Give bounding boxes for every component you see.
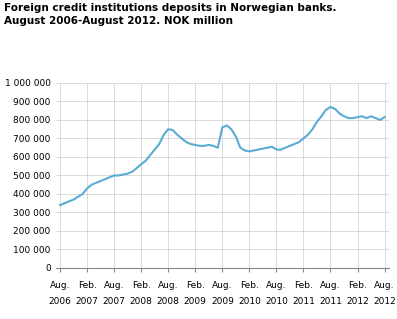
Text: 2010: 2010 bbox=[265, 297, 288, 306]
Text: Feb.: Feb. bbox=[186, 281, 205, 290]
Text: 2012: 2012 bbox=[373, 297, 396, 306]
Text: Feb.: Feb. bbox=[240, 281, 259, 290]
Text: 2012: 2012 bbox=[346, 297, 369, 306]
Text: 2010: 2010 bbox=[238, 297, 261, 306]
Text: 2011: 2011 bbox=[319, 297, 342, 306]
Text: Feb.: Feb. bbox=[78, 281, 96, 290]
Text: 2009: 2009 bbox=[211, 297, 234, 306]
Text: Aug.: Aug. bbox=[104, 281, 124, 290]
Text: 2008: 2008 bbox=[157, 297, 180, 306]
Text: 2007: 2007 bbox=[76, 297, 98, 306]
Text: 2011: 2011 bbox=[292, 297, 315, 306]
Text: Feb.: Feb. bbox=[294, 281, 313, 290]
Text: Aug.: Aug. bbox=[212, 281, 233, 290]
Text: Feb.: Feb. bbox=[132, 281, 150, 290]
Text: Aug.: Aug. bbox=[158, 281, 179, 290]
Text: Aug.: Aug. bbox=[374, 281, 395, 290]
Text: 2007: 2007 bbox=[103, 297, 125, 306]
Text: 2008: 2008 bbox=[130, 297, 152, 306]
Text: Aug.: Aug. bbox=[320, 281, 341, 290]
Text: Aug.: Aug. bbox=[266, 281, 287, 290]
Text: Aug.: Aug. bbox=[50, 281, 70, 290]
Text: 2006: 2006 bbox=[49, 297, 71, 306]
Text: 2009: 2009 bbox=[184, 297, 207, 306]
Text: Foreign credit institutions deposits in Norwegian banks.
August 2006-August 2012: Foreign credit institutions deposits in … bbox=[4, 3, 337, 26]
Text: Feb.: Feb. bbox=[348, 281, 367, 290]
